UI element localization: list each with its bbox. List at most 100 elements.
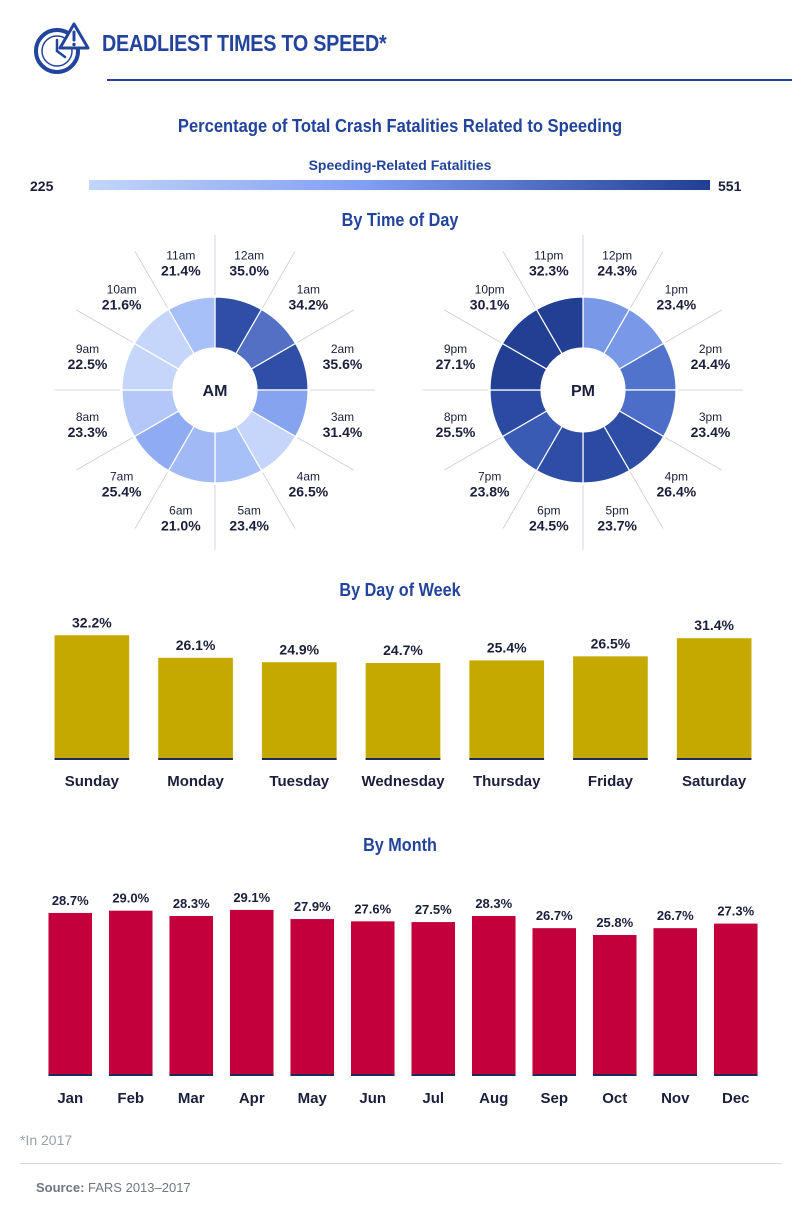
- spoke-line: [262, 251, 296, 308]
- bar-value-label: 26.1%: [176, 637, 216, 653]
- month-bar-chart: 28.7% Jan 29.0% Feb 28.3% Mar 29.1% Apr 27.9% May…: [48, 890, 758, 1107]
- pm-value-label: 23.8%: [470, 483, 510, 499]
- spoke-line: [444, 309, 501, 343]
- bar-baseline: [169, 1074, 214, 1076]
- am-hour-label: 11am: [166, 248, 195, 262]
- category-label: Mar: [178, 1090, 205, 1107]
- pm-hour-label: 9pm: [444, 342, 467, 356]
- pm-value-label: 27.1%: [436, 356, 476, 372]
- pm-hour-label: 12pm: [602, 248, 632, 262]
- category-label: Tuesday: [269, 773, 329, 790]
- bar-Tuesday: [261, 662, 337, 760]
- category-label: Oct: [602, 1090, 627, 1107]
- pm-value-label: 24.5%: [529, 518, 569, 534]
- pm-hour-label: 8pm: [444, 410, 467, 424]
- category-label: Dec: [722, 1090, 750, 1107]
- bar-baseline: [350, 1074, 395, 1076]
- bar-Apr: [229, 909, 274, 1076]
- category-label: Nov: [661, 1090, 690, 1107]
- bar-Dec: [713, 923, 758, 1076]
- bar-Saturday: [676, 638, 752, 760]
- pm-value-label: 23.4%: [656, 297, 696, 313]
- am-value-label: 23.3%: [68, 424, 108, 440]
- bar-value-label: 27.5%: [415, 902, 452, 917]
- pm-hour-label: 6pm: [537, 504, 560, 518]
- am-hour-label: 3am: [331, 410, 354, 424]
- category-label: Monday: [167, 773, 224, 790]
- am-value-label: 21.6%: [102, 297, 142, 313]
- bar-value-label: 26.5%: [591, 635, 631, 651]
- section-title-day-of-week: By Day of Week: [339, 580, 461, 600]
- category-label: Jan: [57, 1090, 83, 1107]
- spoke-line: [502, 472, 536, 529]
- bar-value-label: 26.7%: [657, 908, 694, 923]
- am-value-label: 34.2%: [288, 297, 328, 313]
- clock-alert-icon: [34, 22, 90, 74]
- source-text: FARS 2013–2017: [84, 1180, 191, 1195]
- pm-value-label: 30.1%: [470, 297, 510, 313]
- am-value-label: 25.4%: [102, 483, 142, 499]
- source-note: Source: FARS 2013–2017: [36, 1180, 191, 1195]
- bar-Wednesday: [365, 663, 441, 760]
- bar-value-label: 27.3%: [717, 904, 754, 919]
- spoke-line: [76, 437, 133, 471]
- pm-value-label: 24.4%: [691, 356, 731, 372]
- am-value-label: 21.0%: [161, 518, 201, 534]
- pm-hour-label: 11pm: [534, 248, 563, 262]
- bar-baseline: [229, 1074, 274, 1076]
- am-value-label: 31.4%: [323, 424, 363, 440]
- category-label: May: [298, 1090, 328, 1107]
- spoke-line: [444, 437, 501, 471]
- am-segment-11am: [167, 296, 216, 355]
- bar-baseline: [411, 1074, 456, 1076]
- pm-hour-label: 7pm: [478, 469, 501, 483]
- bar-value-label: 25.8%: [596, 915, 633, 930]
- bar-value-label: 28.3%: [475, 896, 512, 911]
- pm-value-label: 32.3%: [529, 262, 569, 278]
- am-hour-label: 1am: [297, 283, 320, 297]
- bar-value-label: 24.7%: [383, 642, 423, 658]
- bar-baseline: [48, 1074, 93, 1076]
- am-center-label: AM: [203, 383, 228, 400]
- bar-Feb: [108, 910, 153, 1076]
- bar-value-label: 27.6%: [354, 901, 391, 916]
- category-label: Saturday: [682, 773, 747, 790]
- bar-value-label: 31.4%: [694, 617, 734, 633]
- bar-baseline: [653, 1074, 698, 1076]
- page-title: DEADLIEST TIMES TO SPEED*: [102, 30, 387, 56]
- footer-divider: [20, 1163, 782, 1164]
- pm-value-label: 25.5%: [436, 424, 476, 440]
- legend-title: Speeding-Related Fatalities: [308, 157, 492, 173]
- category-label: Aug: [479, 1090, 508, 1107]
- bar-baseline: [471, 1074, 516, 1076]
- category-label: Wednesday: [361, 773, 445, 790]
- spoke-line: [630, 472, 664, 529]
- category-label: Sunday: [65, 773, 120, 790]
- bar-baseline: [532, 1074, 577, 1076]
- bar-May: [290, 919, 335, 1076]
- am-hour-label: 8am: [76, 410, 99, 424]
- am-hour-label: 4am: [297, 469, 320, 483]
- am-hour-label: 2am: [331, 342, 354, 356]
- am-hour-label: 10am: [107, 283, 137, 297]
- bar-baseline: [54, 758, 130, 760]
- category-label: Sep: [540, 1090, 568, 1107]
- pm-hour-label: 10pm: [475, 283, 505, 297]
- spoke-line: [297, 437, 354, 471]
- bar-value-label: 24.9%: [279, 641, 319, 657]
- source-label: Source:: [36, 1180, 85, 1195]
- bar-Jul: [411, 922, 456, 1076]
- bar-value-label: 26.7%: [536, 908, 573, 923]
- bar-value-label: 27.9%: [294, 899, 331, 914]
- am-value-label: 23.4%: [229, 518, 269, 534]
- bar-Sunday: [54, 635, 130, 760]
- spoke-line: [297, 309, 354, 343]
- bar-baseline: [592, 1074, 637, 1076]
- bar-value-label: 32.2%: [72, 614, 112, 630]
- am-hour-label: 6am: [169, 504, 192, 518]
- spoke-line: [665, 309, 722, 343]
- bar-baseline: [365, 758, 441, 760]
- spoke-line: [134, 251, 168, 308]
- day-of-week-bar-chart: 32.2% Sunday 26.1% Monday 24.9% Tuesday 24.7% W…: [54, 614, 752, 790]
